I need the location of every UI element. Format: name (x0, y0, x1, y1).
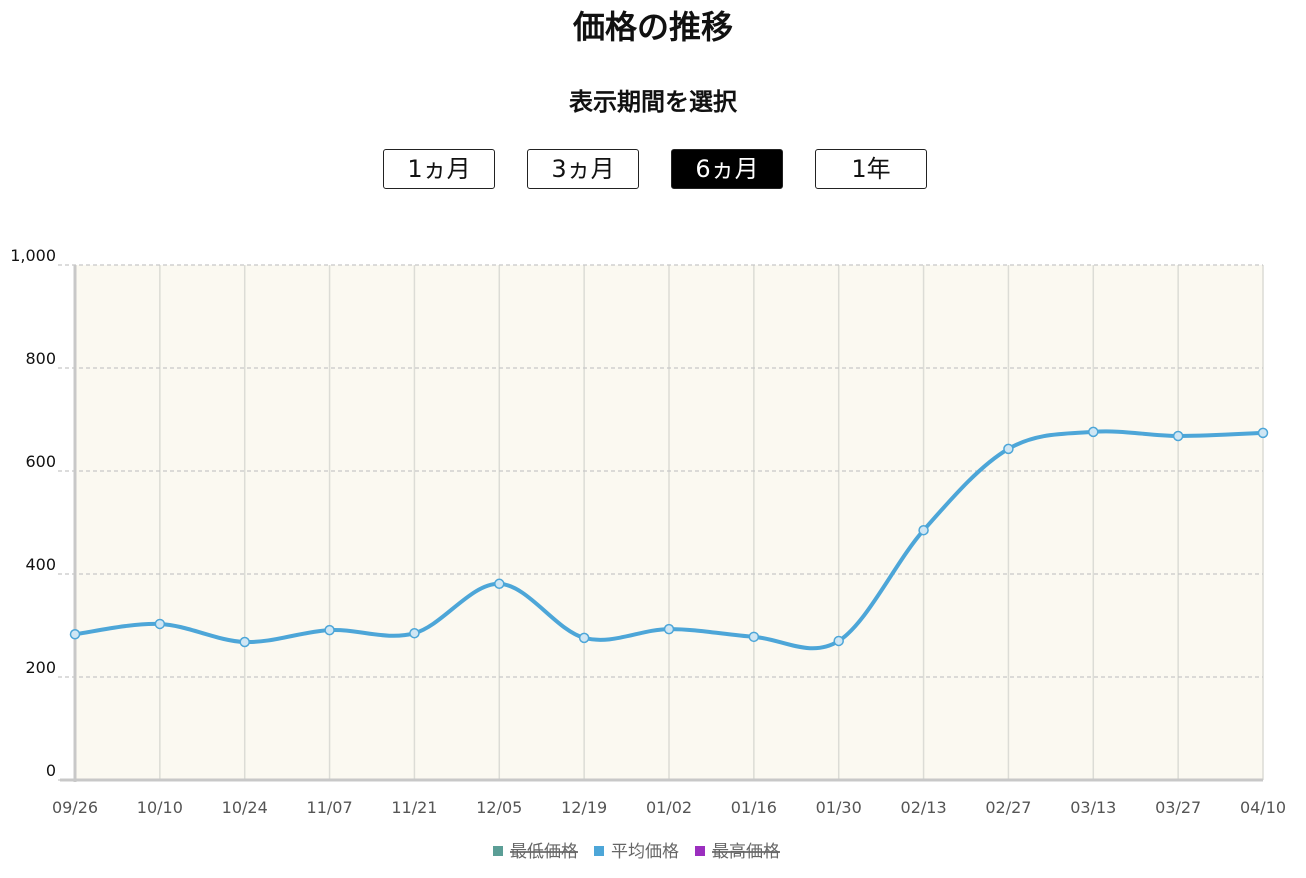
x-tick-label: 12/19 (561, 798, 607, 817)
x-tick-label: 02/27 (985, 798, 1031, 817)
x-tick-label: 11/07 (307, 798, 353, 817)
x-tick-label: 11/21 (391, 798, 437, 817)
point (494, 578, 505, 590)
x-tick-label: 02/13 (901, 798, 947, 817)
legend-swatch (695, 846, 705, 856)
x-tick-label: 04/10 (1240, 798, 1286, 817)
x-tick-label: 03/13 (1070, 798, 1116, 817)
x-tick-label: 12/05 (476, 798, 522, 817)
point (1172, 430, 1184, 442)
point (239, 636, 250, 648)
legend-swatch (493, 846, 503, 856)
page-title: 価格の推移 (572, 8, 733, 46)
x-tick-label: 03/27 (1155, 798, 1201, 817)
x-tick-label: 01/02 (646, 798, 692, 817)
point (154, 618, 166, 630)
y-tick-label: 1,000 (10, 246, 56, 265)
x-tick-label: 01/30 (816, 798, 862, 817)
point (69, 629, 81, 640)
period-label: 表示期間を選択 (569, 88, 737, 116)
legend-swatch (594, 846, 604, 856)
point (1257, 427, 1269, 439)
point (663, 623, 675, 635)
point (1088, 426, 1099, 438)
y-tick-label: 800 (25, 349, 56, 368)
x-tick-label: 09/26 (52, 798, 98, 817)
y-tick-label: 600 (25, 452, 56, 471)
y-tick-label: 400 (25, 555, 56, 574)
point (833, 635, 844, 647)
period-button[interactable]: 6ヵ月 (671, 149, 783, 189)
point (918, 524, 929, 536)
x-tick-label: 01/16 (731, 798, 777, 817)
legend-label: 最高価格 (712, 842, 780, 862)
legend-label: 平均価格 (611, 842, 679, 862)
x-tick-label: 10/24 (222, 798, 268, 817)
period-button[interactable]: 1ヵ月 (383, 149, 495, 189)
legend-label: 最低価格 (510, 842, 578, 862)
period-button[interactable]: 3ヵ月 (527, 149, 639, 189)
point (578, 632, 590, 644)
period-button[interactable]: 1年 (815, 149, 927, 189)
y-tick-label: 0 (46, 761, 56, 780)
point (324, 624, 335, 636)
y-tick-label: 200 (25, 658, 56, 677)
point (1003, 443, 1014, 455)
legend: 最低価格 平均価格 最高価格 (493, 842, 780, 862)
point (748, 631, 760, 643)
x-tick-label: 10/10 (137, 798, 183, 817)
point (409, 627, 420, 639)
